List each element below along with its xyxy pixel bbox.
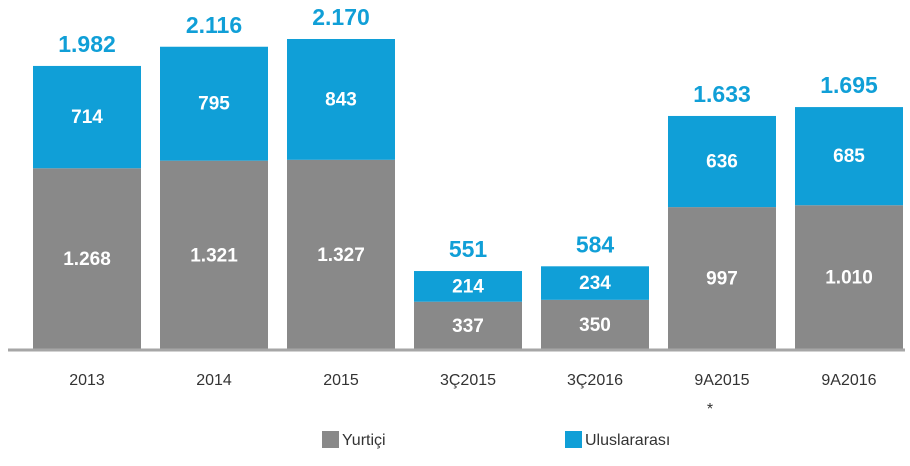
total-label: 551 — [449, 236, 488, 262]
total-label: 2.116 — [186, 12, 242, 38]
segment-label: 214 — [452, 276, 484, 297]
bar-segment — [160, 160, 268, 350]
segment-label: 350 — [579, 315, 611, 336]
bar-segment — [541, 266, 649, 300]
bar-segment — [541, 299, 649, 350]
legend-label: Uluslararası — [585, 432, 670, 449]
x-tick-label: 2014 — [196, 372, 232, 389]
segment-label: 234 — [579, 273, 611, 294]
x-tick-label: 2015 — [323, 372, 359, 389]
segment-label: 1.010 — [825, 268, 873, 289]
bar-segment — [795, 107, 903, 206]
segment-label: 1.327 — [317, 245, 365, 266]
segment-label: 1.268 — [63, 249, 111, 270]
x-tick-label: 9A2015 — [694, 372, 749, 389]
total-label: 584 — [576, 231, 615, 257]
segment-label: 636 — [706, 152, 738, 173]
segment-label: 1.321 — [190, 245, 238, 266]
annotation: * — [707, 401, 713, 418]
total-label: 2.170 — [312, 4, 370, 30]
segment-label: 997 — [706, 269, 738, 290]
bar-segment — [287, 159, 395, 350]
bar-segment — [33, 65, 141, 169]
legend-swatch — [565, 431, 582, 448]
bar-segment — [414, 271, 522, 302]
bar-segment — [33, 168, 141, 350]
segment-label: 337 — [452, 316, 484, 337]
segment-label: 714 — [71, 107, 103, 128]
x-tick-label: 2013 — [69, 372, 105, 389]
legend-label: Yurtiçi — [342, 432, 386, 449]
bar-segment — [160, 46, 268, 161]
bar-segment — [287, 39, 395, 160]
segment-label: 795 — [198, 94, 230, 115]
x-tick-label: 3Ç2015 — [440, 372, 496, 389]
bar-segment — [414, 301, 522, 350]
x-tick-label: 9A2016 — [821, 372, 876, 389]
x-tick-label: 3Ç2016 — [567, 372, 623, 389]
bar-segment — [668, 207, 776, 350]
segment-label: 843 — [325, 89, 357, 110]
bar-segment — [668, 115, 776, 208]
segment-label: 685 — [833, 146, 865, 167]
total-label: 1.982 — [58, 31, 116, 57]
legend-swatch — [322, 431, 339, 448]
total-label: 1.695 — [820, 72, 878, 98]
bar-segment — [795, 205, 903, 350]
total-label: 1.633 — [693, 81, 751, 107]
